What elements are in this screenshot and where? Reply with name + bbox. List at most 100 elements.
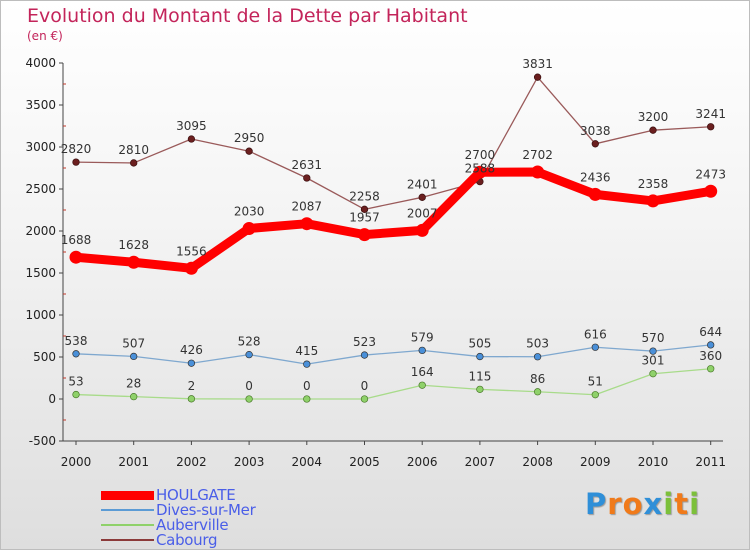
data-label-dives-sur-mer: 503 [526,337,549,351]
data-point-cabourg [591,140,599,148]
data-label-cabourg: 2950 [234,131,265,145]
x-tick-label: 2011 [695,455,726,469]
data-label-cabourg: 2588 [465,162,496,176]
x-tick-label: 2006 [407,455,438,469]
data-point-auberville [72,390,80,399]
data-point-auberville [476,385,484,393]
data-point-cabourg [418,193,426,201]
data-point-cabourg [187,135,196,143]
data-label-cabourg: 2820 [61,142,92,156]
data-point-cabourg [245,147,253,155]
data-label-cabourg: 3241 [695,107,726,121]
data-point-houlgate [69,250,83,264]
data-point-cabourg [360,205,369,213]
logo-letter: r [607,487,623,521]
data-label-dives-sur-mer: 528 [238,335,261,349]
legend-swatch [101,524,154,526]
x-tick-label: 2007 [465,455,496,469]
data-label-auberville: 51 [588,375,603,389]
data-point-cabourg [533,73,542,81]
data-label-houlgate: 2358 [638,177,669,191]
data-point-dives-sur-mer [591,343,599,351]
data-label-cabourg: 3200 [638,110,669,124]
data-point-cabourg [72,158,80,166]
data-label-auberville: 115 [468,369,491,383]
legend-swatch [101,490,154,500]
data-label-houlgate: 1628 [118,238,149,252]
data-point-auberville [245,395,253,403]
x-tick-label: 2004 [292,455,323,469]
data-point-dives-sur-mer [360,351,369,359]
data-point-cabourg [303,174,311,182]
data-point-auberville [418,381,426,389]
data-label-cabourg: 2258 [349,189,380,203]
data-point-auberville [303,395,311,403]
data-point-dives-sur-mer [130,352,138,361]
chart-subtitle: (en €) [27,29,63,43]
data-label-dives-sur-mer: 538 [65,334,88,348]
x-tick-label: 2002 [176,455,207,469]
data-label-cabourg: 3038 [580,124,611,138]
data-label-cabourg: 3831 [522,57,553,71]
data-point-dives-sur-mer [187,359,196,367]
logo-letter: o [622,487,644,521]
data-label-dives-sur-mer: 644 [699,325,722,339]
data-label-auberville: 2 [188,379,196,393]
series-line-houlgate [71,167,716,273]
data-point-dives-sur-mer [649,347,657,355]
data-point-auberville [591,391,599,399]
y-tick-label: 4000 [25,56,56,70]
logo-letter: i [663,487,675,521]
x-tick-label: 2000 [61,455,92,469]
data-label-dives-sur-mer: 505 [468,337,491,351]
data-label-dives-sur-mer: 507 [122,336,145,350]
data-point-houlgate [473,165,487,179]
logo-letter: i [689,487,701,521]
data-point-houlgate [358,228,371,242]
data-label-cabourg: 2631 [292,158,323,172]
data-label-houlgate: 2436 [580,170,611,184]
data-label-auberville: 0 [361,379,369,393]
y-tick-label: 3500 [25,98,56,112]
legend-label: Auberville [156,516,229,534]
data-point-houlgate [242,221,256,235]
data-label-houlgate: 2087 [292,200,323,214]
logo-letter: t [674,487,690,521]
data-label-auberville: 0 [303,379,311,393]
data-label-auberville: 301 [642,354,665,368]
data-label-dives-sur-mer: 570 [642,331,665,345]
data-point-dives-sur-mer [303,360,311,368]
legend-label: HOULGATE [156,486,236,504]
legend-swatch [101,539,154,541]
y-tick-label: 1000 [25,308,56,322]
y-tick-label: -500 [29,434,56,448]
data-point-auberville [533,388,542,396]
data-label-auberville: 86 [530,372,545,386]
data-point-houlgate [531,165,545,179]
data-point-dives-sur-mer [533,353,542,361]
logo-letter: P [585,487,608,521]
data-point-dives-sur-mer [476,352,484,361]
series-line-auberville [75,368,712,400]
data-label-cabourg: 2810 [118,143,149,157]
data-point-houlgate [588,187,602,201]
data-point-dives-sur-mer [245,350,253,359]
x-tick-label: 2003 [234,455,265,469]
x-tick-label: 2008 [522,455,553,469]
data-point-cabourg [707,123,715,131]
y-tick-label: 0 [48,392,56,406]
x-tick-label: 2001 [118,455,149,469]
data-point-houlgate [704,184,718,198]
data-point-houlgate [127,255,141,269]
data-point-houlgate [300,217,314,231]
data-label-dives-sur-mer: 579 [411,330,434,344]
x-tick-label: 2009 [580,455,611,469]
x-tick-label: 2005 [349,455,380,469]
y-tick-label: 500 [33,350,56,364]
logo-letter: x [643,487,664,521]
series-line-dives-sur-mer [75,344,712,365]
data-point-dives-sur-mer [707,341,715,349]
data-point-dives-sur-mer [72,350,80,358]
data-label-houlgate: 2007 [407,206,438,220]
